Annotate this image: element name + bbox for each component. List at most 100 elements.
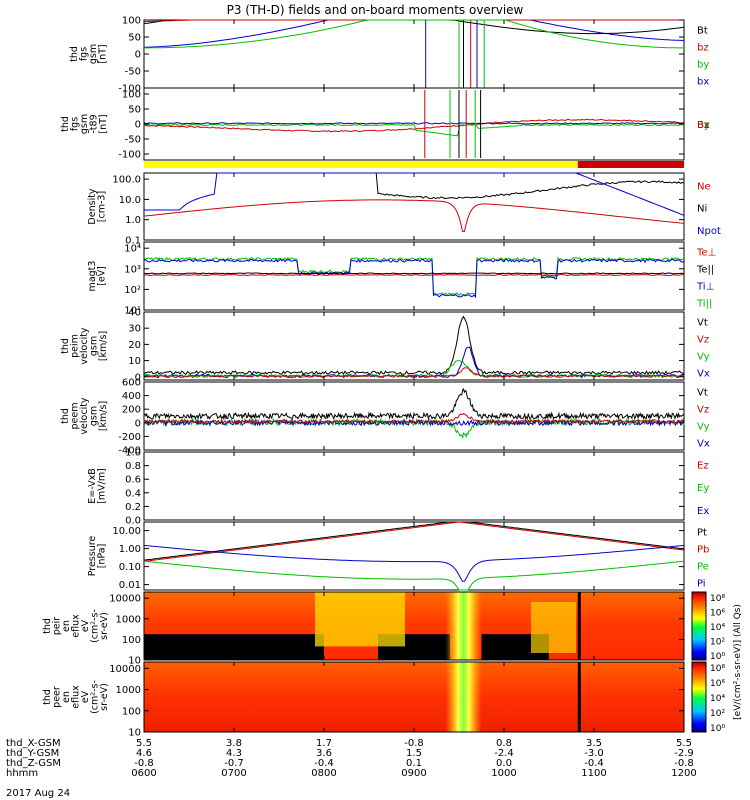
y-tick-label: 10.00 xyxy=(112,526,141,537)
time-row-label: hhmm xyxy=(6,768,38,779)
spectrogram-center-band xyxy=(445,662,482,732)
series-Pb xyxy=(143,521,685,562)
y-tick-label: -50 xyxy=(125,67,141,78)
series-Vt xyxy=(143,315,685,376)
colorbar-tick-label: 10⁸ xyxy=(710,594,725,604)
y-tick-label: 40 xyxy=(128,308,141,319)
time-row-value: -0.4 xyxy=(314,758,334,769)
time-row-value: 5.5 xyxy=(136,738,152,749)
y-axis-label: gsm xyxy=(79,114,90,134)
y-tick-label: 0 xyxy=(135,120,141,131)
y-axis-label: [cm-3] xyxy=(97,191,108,222)
legend-Vx: Vx xyxy=(697,438,710,449)
series-Ti|| xyxy=(143,256,685,297)
colorbar-tick-label: 10⁸ xyxy=(710,664,725,674)
y-tick-label: 100 xyxy=(122,90,141,101)
legend-Ti||: Ti|| xyxy=(696,298,712,309)
series-Vz xyxy=(143,412,685,425)
y-tick-label: 1.0 xyxy=(125,215,141,226)
spectrogram-gap xyxy=(577,592,581,660)
y-axis-label: E=-VxB xyxy=(87,468,98,503)
series-Pt xyxy=(143,521,685,561)
time-row-value: -0.8 xyxy=(134,758,154,769)
y-axis-label: [nT] xyxy=(98,114,109,133)
y-tick-label: 0.6 xyxy=(125,475,141,486)
legend-bx: bx xyxy=(697,76,709,87)
colorbar xyxy=(691,591,707,661)
time-row-value: 0700 xyxy=(221,768,246,779)
y-axis-label: peer xyxy=(52,686,63,708)
time-row-label: thd_Z-GSM xyxy=(6,758,61,769)
y-axis-label: thd xyxy=(69,46,80,62)
y-axis-label: thd xyxy=(42,618,53,634)
time-row-value: 0600 xyxy=(131,768,156,779)
panel-7: 600 400 200 0 -200 -400 thdpeemvelocitygsm[km/… xyxy=(60,378,710,457)
y-tick-label: -400 xyxy=(118,446,141,457)
y-axis-label: eflux xyxy=(71,685,82,709)
y-axis-label: eflux xyxy=(71,614,82,638)
date-label: 2017 Aug 24 xyxy=(6,788,70,799)
series-Pi xyxy=(143,544,685,582)
panel-11: 10000 1000 100 10 thdpeerenefluxeV(cm²-s-sr-… xyxy=(42,661,685,739)
y-tick-label: 10000 xyxy=(109,594,141,605)
y-tick-label: 100.0 xyxy=(112,175,141,186)
time-row-value: 0800 xyxy=(311,768,336,779)
y-tick-label: 20 xyxy=(128,340,141,351)
y-tick-label: 1.0 xyxy=(125,448,141,459)
y-axis-label: magt3 xyxy=(87,261,98,292)
colorbar-tick-label: 10⁰ xyxy=(710,724,725,734)
y-axis-label: -t89 xyxy=(89,114,100,133)
colorbar-tick-label: 10⁴ xyxy=(710,623,725,633)
y-axis-label: [km/s] xyxy=(98,401,109,431)
time-row-label: thd_Y-GSM xyxy=(6,748,59,759)
legend-Ez: Ez xyxy=(697,460,709,471)
legend-Ni: Ni xyxy=(697,204,707,215)
time-row-value: 1.5 xyxy=(406,748,422,759)
y-tick-label: 400 xyxy=(122,391,141,402)
y-axis-label: Pressure xyxy=(87,536,98,577)
y-axis-label: [nT] xyxy=(98,44,109,63)
colorbar-tick-label: 10⁰ xyxy=(710,652,725,662)
legend-Ey: Ey xyxy=(697,483,709,494)
colorbar-tick-label: 10² xyxy=(710,638,725,648)
time-row-value: 1000 xyxy=(491,768,516,779)
y-axis-label: Density xyxy=(87,188,98,224)
y-tick-label: 0 xyxy=(135,418,141,429)
panel-frame xyxy=(143,311,685,381)
y-tick-label: 50 xyxy=(128,33,141,44)
legend-Bz: Bz xyxy=(697,120,709,131)
y-axis-label: eV xyxy=(80,690,91,703)
legend-Pt: Pt xyxy=(697,527,707,538)
time-row-value: 1100 xyxy=(581,768,606,779)
y-axis-label: [nPa] xyxy=(97,544,108,569)
panel-frame xyxy=(143,241,685,311)
legend-Te⊥: Te⊥ xyxy=(696,247,716,258)
y-tick-label: 10² xyxy=(124,285,141,296)
region-segment xyxy=(144,161,578,168)
time-row-label: thd_X-GSM xyxy=(6,738,61,749)
y-axis-label: (cm²-s- xyxy=(90,680,101,714)
y-tick-label: 30 xyxy=(128,324,141,335)
y-axis-label: velocity xyxy=(79,327,90,365)
y-tick-label: 0 xyxy=(135,50,141,61)
y-axis-label: (cm²-s- xyxy=(90,609,101,643)
y-tick-label: 0.01 xyxy=(119,580,141,591)
y-tick-label: 10 xyxy=(128,728,141,739)
series-Te⊥ xyxy=(143,274,685,277)
y-axis-label: fgs xyxy=(79,47,90,61)
y-axis-label: gsm xyxy=(89,336,100,356)
legend-bz: bz xyxy=(697,42,709,53)
y-tick-label: 200 xyxy=(122,405,141,416)
series-Npot xyxy=(144,172,685,216)
y-tick-label: 0.0 xyxy=(125,516,141,527)
time-row-value: -0.8 xyxy=(404,738,424,749)
legend-Ti⊥: Ti⊥ xyxy=(696,281,714,292)
time-row-value: 0.0 xyxy=(496,758,512,769)
region-bar xyxy=(144,161,684,168)
series-Pe xyxy=(143,560,685,591)
y-tick-label: 10³ xyxy=(124,264,141,275)
spectrogram-low-flux xyxy=(144,634,324,660)
